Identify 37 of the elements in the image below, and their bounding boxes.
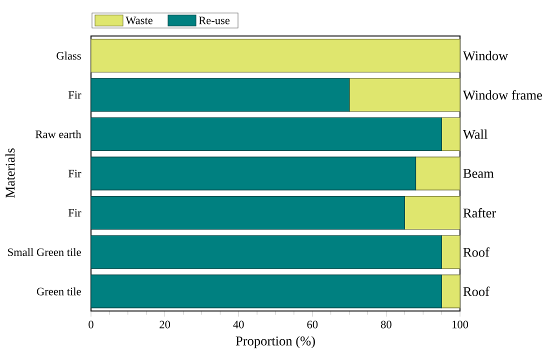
y-tick-label: Fir xyxy=(68,170,82,178)
text: Roof xyxy=(463,286,490,296)
bar xyxy=(90,117,442,152)
x-tick-label: 60 xyxy=(307,320,318,328)
y-tick-label: Fir xyxy=(68,209,82,217)
text: Beam xyxy=(463,169,494,178)
bar xyxy=(441,235,460,269)
legend-label: Waste xyxy=(126,16,153,24)
bar xyxy=(90,38,460,72)
y-tick-label: Fir xyxy=(68,91,82,99)
y-tick-label: Green tile xyxy=(36,287,81,296)
bar xyxy=(90,78,350,112)
x-tick-label: 20 xyxy=(160,320,170,328)
x-tick-label: 100 xyxy=(452,320,468,328)
bar xyxy=(90,274,442,308)
text: Window frame xyxy=(462,90,542,100)
bar xyxy=(415,156,460,190)
y-tick-label: Raw earth xyxy=(36,130,82,138)
text: Wall xyxy=(462,129,488,139)
x-axis-title: Proportion (%) xyxy=(236,336,315,348)
bar xyxy=(348,78,460,112)
text: Roof xyxy=(463,247,490,257)
y-tick-label: Glass xyxy=(56,52,81,60)
text: Window xyxy=(462,50,508,60)
x-tick-label: 40 xyxy=(233,320,244,328)
x-tick-label: 0 xyxy=(88,320,94,328)
bar xyxy=(441,117,460,152)
bar xyxy=(90,196,405,230)
bar xyxy=(441,274,460,308)
legend-label: Re-use xyxy=(198,16,230,24)
y-tick-label: Small Green tile xyxy=(8,248,81,256)
bar xyxy=(90,156,416,190)
text: Rafter xyxy=(463,208,496,218)
y-axis-title: Materials xyxy=(5,148,15,198)
bar xyxy=(404,196,460,230)
x-tick-label: 80 xyxy=(380,320,392,328)
bar xyxy=(90,235,442,269)
